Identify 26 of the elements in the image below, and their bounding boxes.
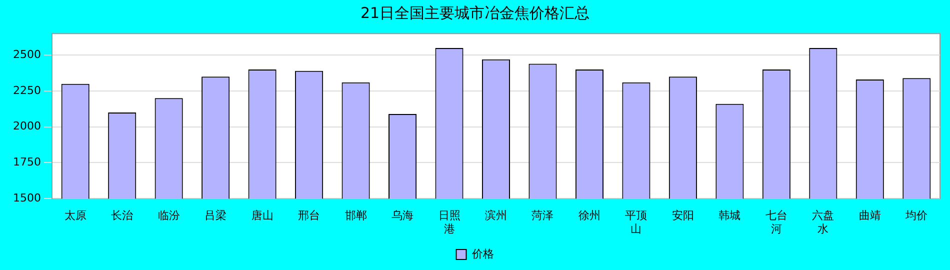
x-tick-label: 菏泽 xyxy=(532,209,554,222)
x-tick-label: 太原 xyxy=(64,209,86,222)
x-tick-label: 六盘水 xyxy=(812,209,834,236)
x-tick-label: 吕梁 xyxy=(204,209,227,222)
x-tick-label: 韩城 xyxy=(718,209,741,222)
legend-label: 价格 xyxy=(470,247,494,260)
x-tick-label: 长治 xyxy=(111,209,134,222)
y-tick-label: 2000 xyxy=(12,120,41,133)
y-tick-label: 1750 xyxy=(12,156,41,169)
x-tick-label: 唐山 xyxy=(251,209,274,222)
x-tick-label: 滨州 xyxy=(484,209,507,222)
x-tick-label: 安阳 xyxy=(672,209,694,222)
x-tick-label: 乌海 xyxy=(392,209,414,222)
chart-title: 21日全国主要城市冶金焦价格汇总 xyxy=(359,4,591,23)
x-tick-label: 曲靖 xyxy=(858,209,881,222)
x-tick-label: 七台河 xyxy=(765,209,788,236)
x-tick-label: 邢台 xyxy=(298,209,320,222)
x-tick-label: 徐州 xyxy=(578,209,600,222)
x-tick-label: 临汾 xyxy=(158,209,180,222)
y-tick-label: 2250 xyxy=(12,84,41,97)
x-tick-label: 邯郸 xyxy=(344,209,367,222)
x-tick-label: 平顶山 xyxy=(625,209,648,236)
y-tick-label: 1500 xyxy=(12,191,41,204)
x-tick-label: 均价 xyxy=(904,209,928,222)
x-tick-label: 日照港 xyxy=(438,209,460,236)
y-tick-label: 2500 xyxy=(12,48,41,61)
